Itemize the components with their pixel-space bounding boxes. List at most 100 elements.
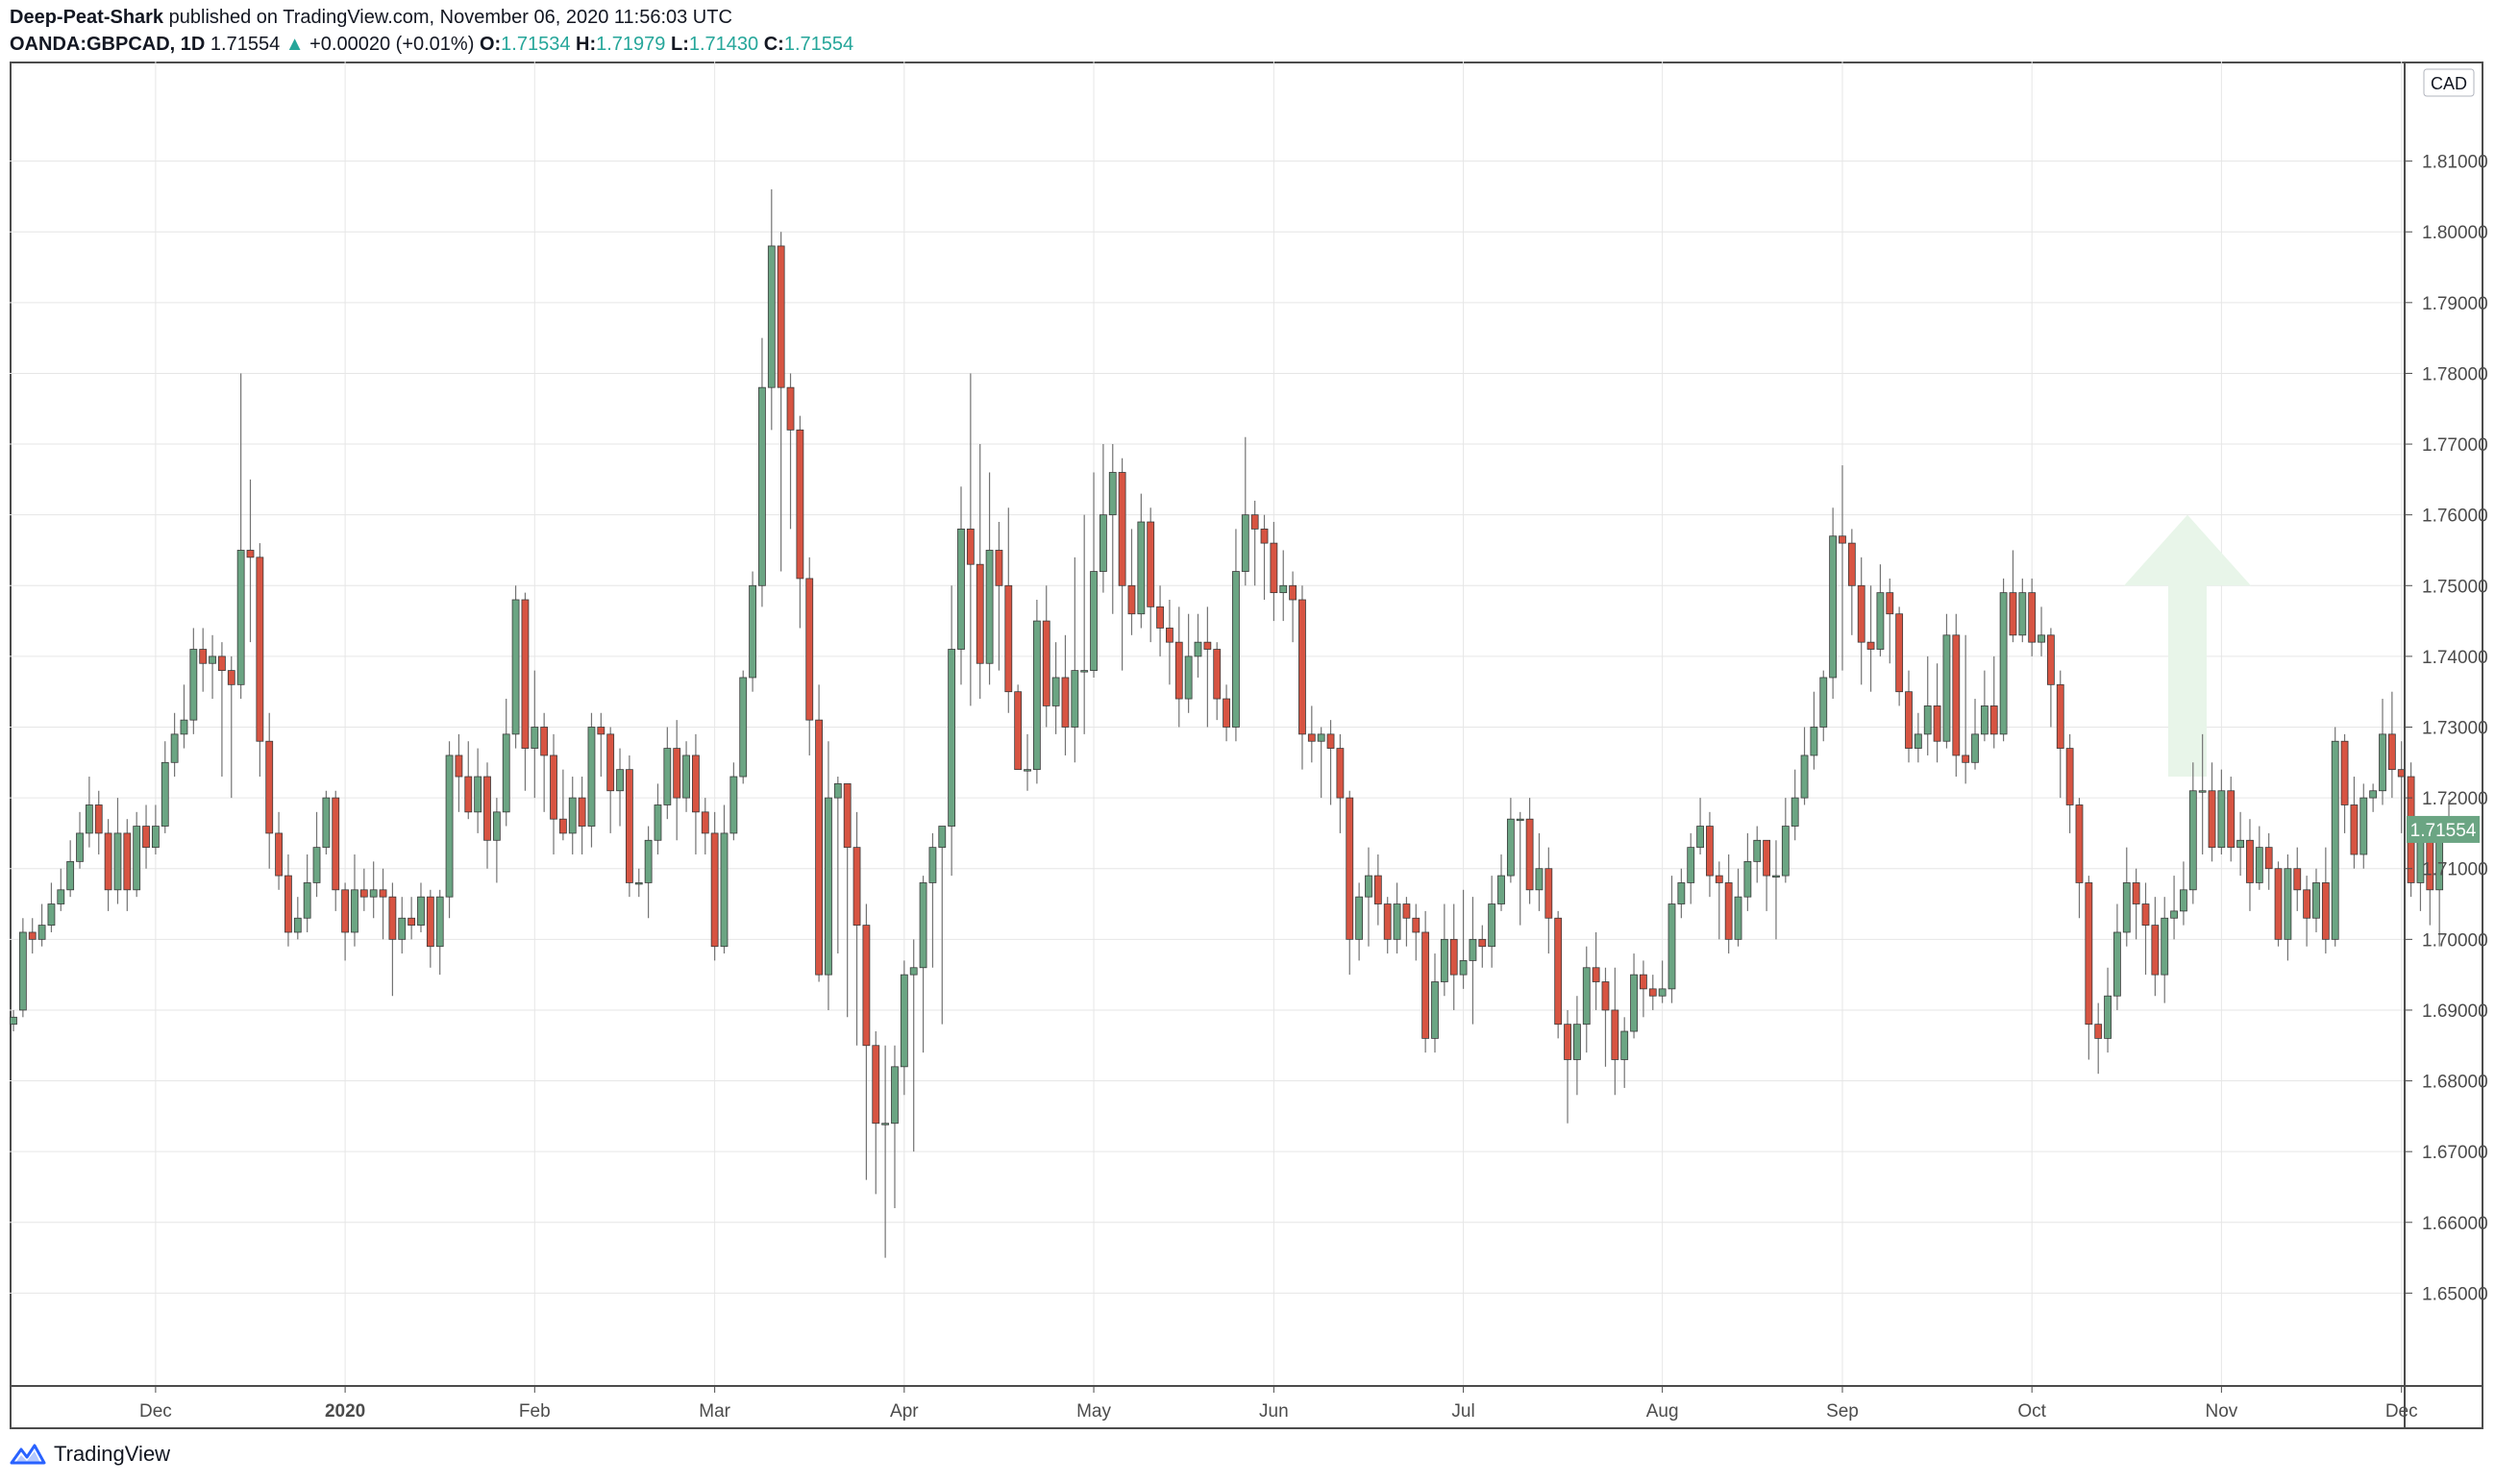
candle-up bbox=[170, 733, 179, 763]
candle-down bbox=[558, 818, 567, 834]
candle-down bbox=[256, 556, 264, 742]
candle-up bbox=[957, 528, 965, 650]
candle-down bbox=[2321, 882, 2330, 940]
candle-down bbox=[275, 832, 283, 877]
candle-down bbox=[2303, 889, 2311, 919]
candle-down bbox=[2340, 740, 2349, 805]
candle-up bbox=[1137, 521, 1146, 615]
candle-down bbox=[104, 832, 112, 891]
candle-down bbox=[2056, 683, 2064, 749]
candle-down bbox=[426, 896, 434, 948]
candle-up bbox=[474, 776, 482, 813]
candle-down bbox=[379, 889, 387, 898]
candle-down bbox=[1715, 875, 1723, 883]
candle-down bbox=[1952, 634, 1961, 756]
candle-down bbox=[1042, 620, 1050, 706]
candle-down bbox=[2075, 804, 2084, 883]
y-tick-label: 1.72000 bbox=[2422, 789, 2488, 809]
candle-up bbox=[2369, 790, 2378, 799]
candle-up bbox=[531, 727, 539, 749]
candle-down bbox=[606, 733, 615, 792]
y-tick-label: 1.66000 bbox=[2422, 1214, 2488, 1234]
candle-down bbox=[1203, 641, 1212, 650]
candle-up bbox=[322, 797, 331, 849]
current-price-label: 1.71554 bbox=[2410, 821, 2477, 841]
symbol-name[interactable]: OANDA:GBPCAD, 1D bbox=[10, 34, 206, 55]
candle-down bbox=[2151, 925, 2160, 976]
current-price-marker: 1.71554 bbox=[2407, 815, 2480, 843]
up-triangle-icon: ▲ bbox=[284, 34, 305, 55]
candle-down bbox=[1724, 882, 1733, 940]
candle-up bbox=[1582, 967, 1591, 1026]
candle-down bbox=[1156, 606, 1164, 629]
low-value: 1.71430 bbox=[688, 34, 759, 55]
candle-down bbox=[1346, 797, 1354, 940]
candle-up bbox=[1071, 670, 1079, 728]
candle-down bbox=[218, 655, 226, 672]
candle-up bbox=[720, 832, 729, 948]
author-name[interactable]: Deep-Peat-Shark bbox=[10, 7, 164, 28]
candle-down bbox=[2094, 1024, 2103, 1039]
candle-up bbox=[1099, 514, 1107, 572]
candle-down bbox=[1544, 868, 1553, 919]
candle-down bbox=[1223, 698, 1230, 728]
low-label: L: bbox=[670, 34, 689, 55]
chart-frame bbox=[10, 62, 2483, 1429]
candle-up bbox=[236, 550, 245, 685]
price-chart[interactable]: 1.65000 1.66000 1.67000 1.68000 1.69000 1.700… bbox=[10, 62, 2488, 1429]
candle-up bbox=[435, 896, 444, 948]
candle-down bbox=[2208, 790, 2216, 849]
y-tick-label: 1.70000 bbox=[2422, 930, 2488, 951]
candle-down bbox=[1706, 826, 1714, 877]
candle-up bbox=[2379, 733, 2386, 792]
candle-up bbox=[293, 917, 302, 933]
x-tick-label: Dec bbox=[139, 1401, 172, 1422]
candle-up bbox=[209, 655, 216, 664]
tradingview-logo-icon bbox=[10, 1444, 46, 1465]
candle-down bbox=[1147, 521, 1155, 607]
candle-up bbox=[1469, 938, 1477, 961]
footer: TradingView bbox=[10, 1442, 170, 1467]
candle-up bbox=[1791, 797, 1799, 827]
y-tick-label: 1.73000 bbox=[2422, 719, 2488, 739]
candle-down bbox=[1014, 691, 1023, 771]
candle-down bbox=[246, 550, 255, 558]
candle-up bbox=[758, 386, 766, 586]
candle-down bbox=[1118, 472, 1126, 586]
chart-header: Deep-Peat-Shark published on TradingView… bbox=[10, 4, 2470, 60]
candle-up bbox=[2217, 790, 2226, 849]
candle-down bbox=[1373, 875, 1382, 904]
candle-down bbox=[341, 889, 350, 933]
candle-up bbox=[634, 882, 643, 885]
candle-down bbox=[1061, 677, 1070, 728]
candle-up bbox=[1829, 535, 1838, 679]
x-tick-label: Nov bbox=[2205, 1401, 2237, 1422]
candle-up bbox=[644, 839, 653, 883]
candle-up bbox=[180, 719, 188, 735]
candle-down bbox=[597, 727, 605, 735]
candle-down bbox=[2132, 882, 2140, 904]
candle-down bbox=[521, 599, 530, 749]
candle-up bbox=[369, 889, 378, 898]
footer-brand[interactable]: TradingView bbox=[54, 1442, 171, 1466]
candle-down bbox=[786, 386, 795, 431]
candle-down bbox=[1989, 705, 1998, 735]
x-tick-label: Aug bbox=[1646, 1401, 1679, 1422]
candle-down bbox=[388, 896, 397, 940]
candle-up bbox=[1971, 733, 1979, 763]
y-tick-label: 1.74000 bbox=[2422, 648, 2488, 668]
candle-up bbox=[1184, 655, 1193, 700]
candle-down bbox=[199, 649, 208, 664]
symbol-line: OANDA:GBPCAD, 1D 1.71554 ▲ +0.00020 (+0.… bbox=[10, 31, 853, 58]
candle-up bbox=[76, 832, 84, 862]
x-tick-label: May bbox=[1076, 1401, 1111, 1422]
x-tick-label: Dec bbox=[2385, 1401, 2418, 1422]
candle-up bbox=[37, 925, 46, 940]
candle-down bbox=[1763, 839, 1770, 877]
candle-down bbox=[796, 429, 804, 580]
candle-up bbox=[1317, 733, 1325, 742]
axes: 1.65000 1.66000 1.67000 1.68000 1.69000 1.700… bbox=[10, 62, 2488, 1429]
candle-up bbox=[919, 882, 927, 969]
candle-up bbox=[739, 677, 748, 778]
candle-up bbox=[948, 649, 956, 827]
